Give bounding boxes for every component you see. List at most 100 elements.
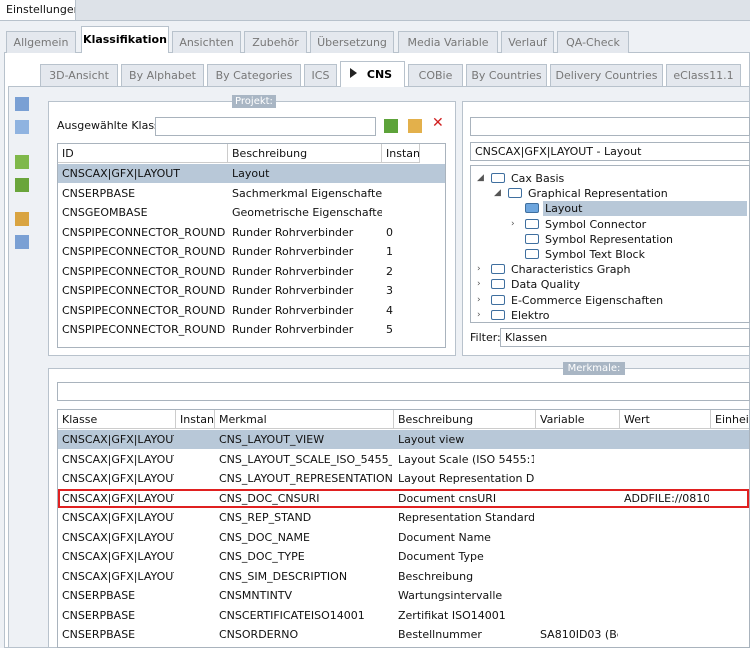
field-label: Ausgewählte Klassen [57,119,157,132]
main-tab[interactable]: Zubehör [244,31,307,53]
table-cell: CNSERPBASE [62,608,136,622]
table-cell: Runder Rohrverbinder [232,225,354,239]
table-cell: Beschreibung [398,569,474,583]
sub-tab[interactable]: COBie [408,64,463,86]
tree-toggle[interactable]: › [477,294,481,305]
main-tab[interactable]: Übersetzung [310,31,394,53]
table-cell: Layout Representation Depth [398,472,534,485]
tree-node[interactable]: Graphical Representation [528,187,668,201]
tree-toggle[interactable]: › [477,279,481,290]
tree-node[interactable]: Symbol Text Block [545,248,645,261]
icon[interactable] [15,178,29,192]
tree-toggle[interactable]: ◢ [494,188,501,199]
table-cell: CNSORDERNO [219,628,299,641]
table-row[interactable]: CNSERPBASE CNSMNTINTV Wartungsintervalle [58,586,749,605]
tree-node[interactable]: E-Commerce Eigenschaften [511,293,664,307]
path-combobox[interactable]: CNSCAX|GFX|LAYOUT - Layout [470,142,750,161]
tree-toggle[interactable]: › [477,264,481,275]
main-tab[interactable]: Ansichten [172,31,241,53]
tree-toggle[interactable]: ◢ [477,173,484,183]
table-cell: CNSCAX|GFX|LAYOUT [62,550,174,563]
tree-node[interactable]: Data Quality [511,278,581,292]
table-cell: CNSPIPECONNECTOR_ROUND [62,264,226,278]
search-field[interactable] [57,382,750,401]
sub-tab[interactable]: Delivery Countries [550,64,663,86]
main-tab[interactable]: QA-Check [557,31,629,53]
column-header: Instanz [176,410,215,429]
column-header: Klasse [58,410,176,429]
sub-tab[interactable]: 3D-Ansicht [40,64,118,86]
sub-tab[interactable]: CNS [340,61,405,87]
table-row[interactable]: CNSPIPECONNECTOR_ROUND Runder Rohrverbind… [58,320,445,339]
table-cell: ADDFILE://0810002 [624,491,709,505]
table-row[interactable]: CNSCAX|GFX|LAYOUT CNS_LAYOUT_REPRESENTATI… [58,469,749,488]
column-header: ID [58,144,228,163]
table-cell: Document cnsURI [398,491,497,505]
icon[interactable] [15,155,29,169]
table-cell: CNS_DOC_NAME [219,530,310,544]
table-cell: 2 [386,264,393,278]
sub-tab[interactable]: By Countries [466,64,547,86]
table-row[interactable]: CNSPIPECONNECTOR_ROUND Runder Rohrverbind… [58,281,445,300]
table-row[interactable]: CNSERPBASE CNSORDERNO Bestellnummer SA810ID… [58,625,749,644]
table-cell: Layout Scale (ISO 5455:1979) [398,452,534,466]
icon[interactable] [15,235,29,249]
table-cell: CNSERPBASE [62,589,136,602]
table-row[interactable]: CNSPIPECONNECTOR_ROUND Runder Rohrverbind… [58,242,445,261]
window-title[interactable]: Einstellungen [0,0,76,20]
icon[interactable] [15,97,29,111]
table-cell: CNSCAX|GFX|LAYOUT [62,472,174,485]
tree-node[interactable]: Symbol Connector [545,217,647,231]
table-cell: CNSPIPECONNECTOR_ROUND [62,284,226,297]
panel-legend: Merkmale: [563,362,625,375]
tree-node[interactable]: Layout [543,201,747,217]
table-row[interactable]: CNSPIPECONNECTOR_ROUND Runder Rohrverbind… [58,223,445,242]
table-row[interactable]: CNSCAX|GFX|LAYOUT CNS_LAYOUT_SCALE_ISO_54… [58,450,749,469]
table-row[interactable]: CNSCAX|GFX|LAYOUT CNS_DOC_TYPE Document Ty… [58,547,749,566]
filter-combobox[interactable]: Klassen [500,328,750,347]
tree-node[interactable]: Cax Basis [511,172,565,185]
table-row[interactable]: CNSCAX|GFX|LAYOUT CNS_REP_STAND Representa… [58,508,749,527]
table-cell: CNS_DOC_CNSURI [219,491,320,505]
main-tab[interactable]: Verlauf [501,31,554,53]
table-row[interactable]: CNSPIPECONNECTOR_ROUND Runder Rohrverbind… [58,262,445,281]
table-cell: CNSPIPECONNECTOR_ROUND [62,225,226,239]
table-cell: CNSCAX|GFX|LAYOUT [62,491,174,505]
table-cell: Runder Rohrverbinder [232,284,354,297]
table-row[interactable]: CNSCAX|GFX|LAYOUT CNS_LAYOUT_VIEW Layout v… [58,430,749,449]
tree-node[interactable]: Symbol Representation [545,232,674,246]
table-row[interactable]: CNSGEOMBASE Geometrische Eigenschaften [58,203,445,222]
sub-tab[interactable]: By Categories [207,64,301,86]
icon[interactable] [15,120,29,134]
folder-icon [491,279,505,290]
search-field[interactable] [470,117,750,136]
table-row[interactable]: CNSERPBASE Sachmerkmal Eigenschaften [58,184,445,203]
folder-icon [508,188,522,199]
edit-button[interactable] [408,119,422,133]
icon[interactable] [15,212,29,226]
table-cell: CNSCAX|GFX|LAYOUT [62,452,174,466]
tree-toggle[interactable]: › [511,218,515,229]
tree-toggle[interactable]: › [477,309,481,320]
sub-tab[interactable]: eClass11.1 [666,64,741,86]
text-field[interactable] [155,117,376,136]
main-tab[interactable]: Allgemein [6,31,76,53]
sub-tab[interactable]: By Alphabet [121,64,204,86]
column-header: Variable [536,410,620,429]
table-row[interactable]: CNSCAX|GFX|LAYOUT CNS_DOC_CNSURI Document … [58,488,749,508]
main-tab[interactable]: Media Variable [398,31,498,53]
table-cell: Bestellnummer [398,628,482,641]
table-cell: Geometrische Eigenschaften [232,206,382,219]
table-row[interactable]: CNSCAX|GFX|LAYOUT CNS_SIM_DESCRIPTION Besc… [58,567,749,586]
tree-node[interactable]: Characteristics Graph [511,263,631,277]
add-button[interactable] [384,119,398,133]
delete-button[interactable]: ✕ [432,115,444,131]
main-tab[interactable]: Klassifikation [81,26,169,53]
table-row[interactable]: CNSCAX|GFX|LAYOUT Layout [58,164,445,183]
tree-node[interactable]: Elektro [511,308,550,322]
sub-tab[interactable]: ICS [304,64,337,86]
table-row[interactable]: CNSCAX|GFX|LAYOUT CNS_DOC_NAME Document Na… [58,528,749,547]
table-cell: Zertifikat ISO14001 [398,608,506,622]
table-row[interactable]: CNSPIPECONNECTOR_ROUND Runder Rohrverbind… [58,301,445,320]
table-row[interactable]: CNSERPBASE CNSCERTIFICATEISO14001 Zertifik… [58,606,749,625]
